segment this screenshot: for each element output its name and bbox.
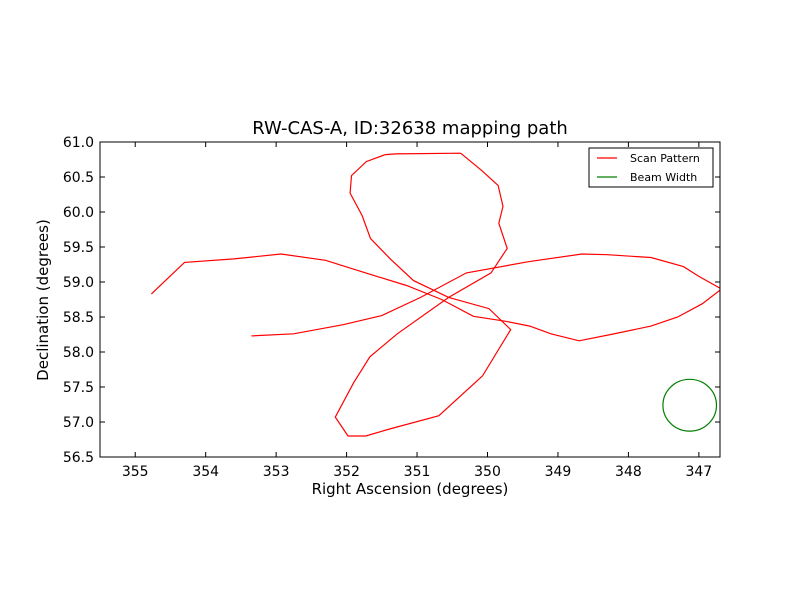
scan-pattern-line-2	[334, 152, 512, 437]
scan-pattern-line-1	[150, 253, 720, 342]
y-tick-label: 58.5	[63, 310, 94, 326]
x-tick-label: 351	[404, 464, 431, 480]
y-tick-label: 59.5	[63, 240, 94, 256]
x-tick-label: 352	[333, 464, 360, 480]
y-tick-label: 57.0	[63, 415, 94, 431]
x-tick-label: 353	[263, 464, 290, 480]
x-axis-label: Right Ascension (degrees)	[312, 480, 509, 498]
axis-ticks: 355 354 353 352 351 350 349 348 347 56.5 57.0 57.5 5…	[63, 135, 720, 480]
y-tick-label: 59.0	[63, 275, 94, 291]
y-tick-label: 60.0	[63, 205, 94, 221]
y-tick-label: 56.5	[63, 450, 94, 466]
x-tick-label: 354	[192, 464, 219, 480]
x-tick-label: 350	[474, 464, 501, 480]
axes-frame	[99, 141, 721, 458]
beam-width-circle	[662, 378, 718, 432]
y-tick-label: 60.5	[63, 170, 94, 186]
legend-label-scan-pattern: Scan Pattern	[630, 152, 700, 165]
x-tick-label: 355	[122, 464, 149, 480]
legend: Scan Pattern Beam Width	[588, 147, 714, 188]
legend-box	[588, 147, 714, 188]
chart-title: RW-CAS-A, ID:32638 mapping path	[252, 118, 568, 139]
y-tick-label: 57.5	[63, 380, 94, 396]
x-tick-label: 349	[545, 464, 572, 480]
y-tick-label: 61.0	[63, 135, 94, 151]
y-tick-label: 58.0	[63, 345, 94, 361]
legend-label-beam-width: Beam Width	[630, 171, 697, 184]
x-tick-label: 348	[615, 464, 642, 480]
y-axis-label: Declination (degrees)	[34, 219, 52, 381]
x-tick-label: 347	[685, 464, 712, 480]
plot-area	[150, 152, 720, 437]
